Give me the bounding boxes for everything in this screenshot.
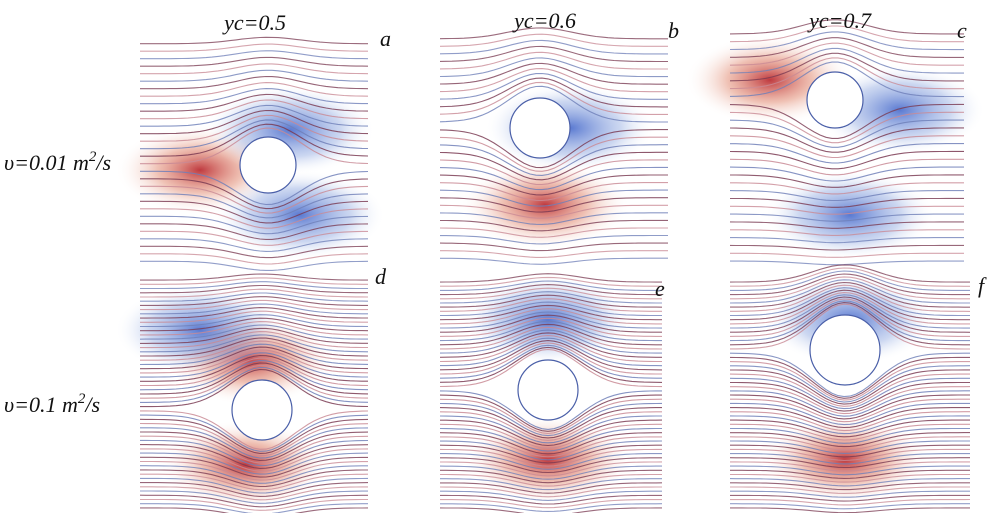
streamline xyxy=(440,258,668,264)
cylinder xyxy=(807,72,863,128)
streamline xyxy=(140,278,368,284)
streamline xyxy=(440,251,668,258)
column-label: yc=0.6 xyxy=(512,8,576,33)
page: yc=0.5 yc=0.6 yc=0.7 a b c d e f υ=0.01 … xyxy=(0,0,993,513)
streamline xyxy=(140,51,368,59)
row-label-main: υ=0.01 m xyxy=(4,150,89,175)
streamline-panels xyxy=(115,20,985,513)
column-label: yc=0.7 xyxy=(807,8,872,33)
panel-letter: e xyxy=(655,276,665,301)
row-label-unit: /s xyxy=(83,392,100,417)
streamline xyxy=(140,44,368,51)
row-label-unit: /s xyxy=(94,150,111,175)
panel-letter: b xyxy=(668,18,679,43)
cylinder xyxy=(240,137,296,193)
streamline xyxy=(140,274,368,280)
panel-letter: c xyxy=(957,18,967,43)
panel-letter: f xyxy=(978,273,987,298)
streamline xyxy=(730,261,964,265)
streamline xyxy=(440,40,668,54)
panel-letter: a xyxy=(380,26,391,51)
row-label: υ=0.1 m2/s xyxy=(4,391,100,417)
cylinder xyxy=(510,98,570,158)
streamline xyxy=(140,70,368,81)
streamline xyxy=(440,34,668,46)
streamline xyxy=(140,37,368,43)
column-label: yc=0.5 xyxy=(222,10,286,35)
cylinder xyxy=(810,315,880,385)
row-label: υ=0.01 m2/s xyxy=(4,149,111,175)
streamline xyxy=(440,52,668,69)
row-label-main: υ=0.1 m xyxy=(4,392,78,417)
figure: yc=0.5 yc=0.6 yc=0.7 a b c d e f υ=0.01 … xyxy=(0,0,993,513)
panel-letter: d xyxy=(375,264,387,289)
streamline xyxy=(440,508,662,513)
cylinder xyxy=(232,380,292,440)
cylinder xyxy=(518,360,578,420)
streamline xyxy=(140,77,368,89)
